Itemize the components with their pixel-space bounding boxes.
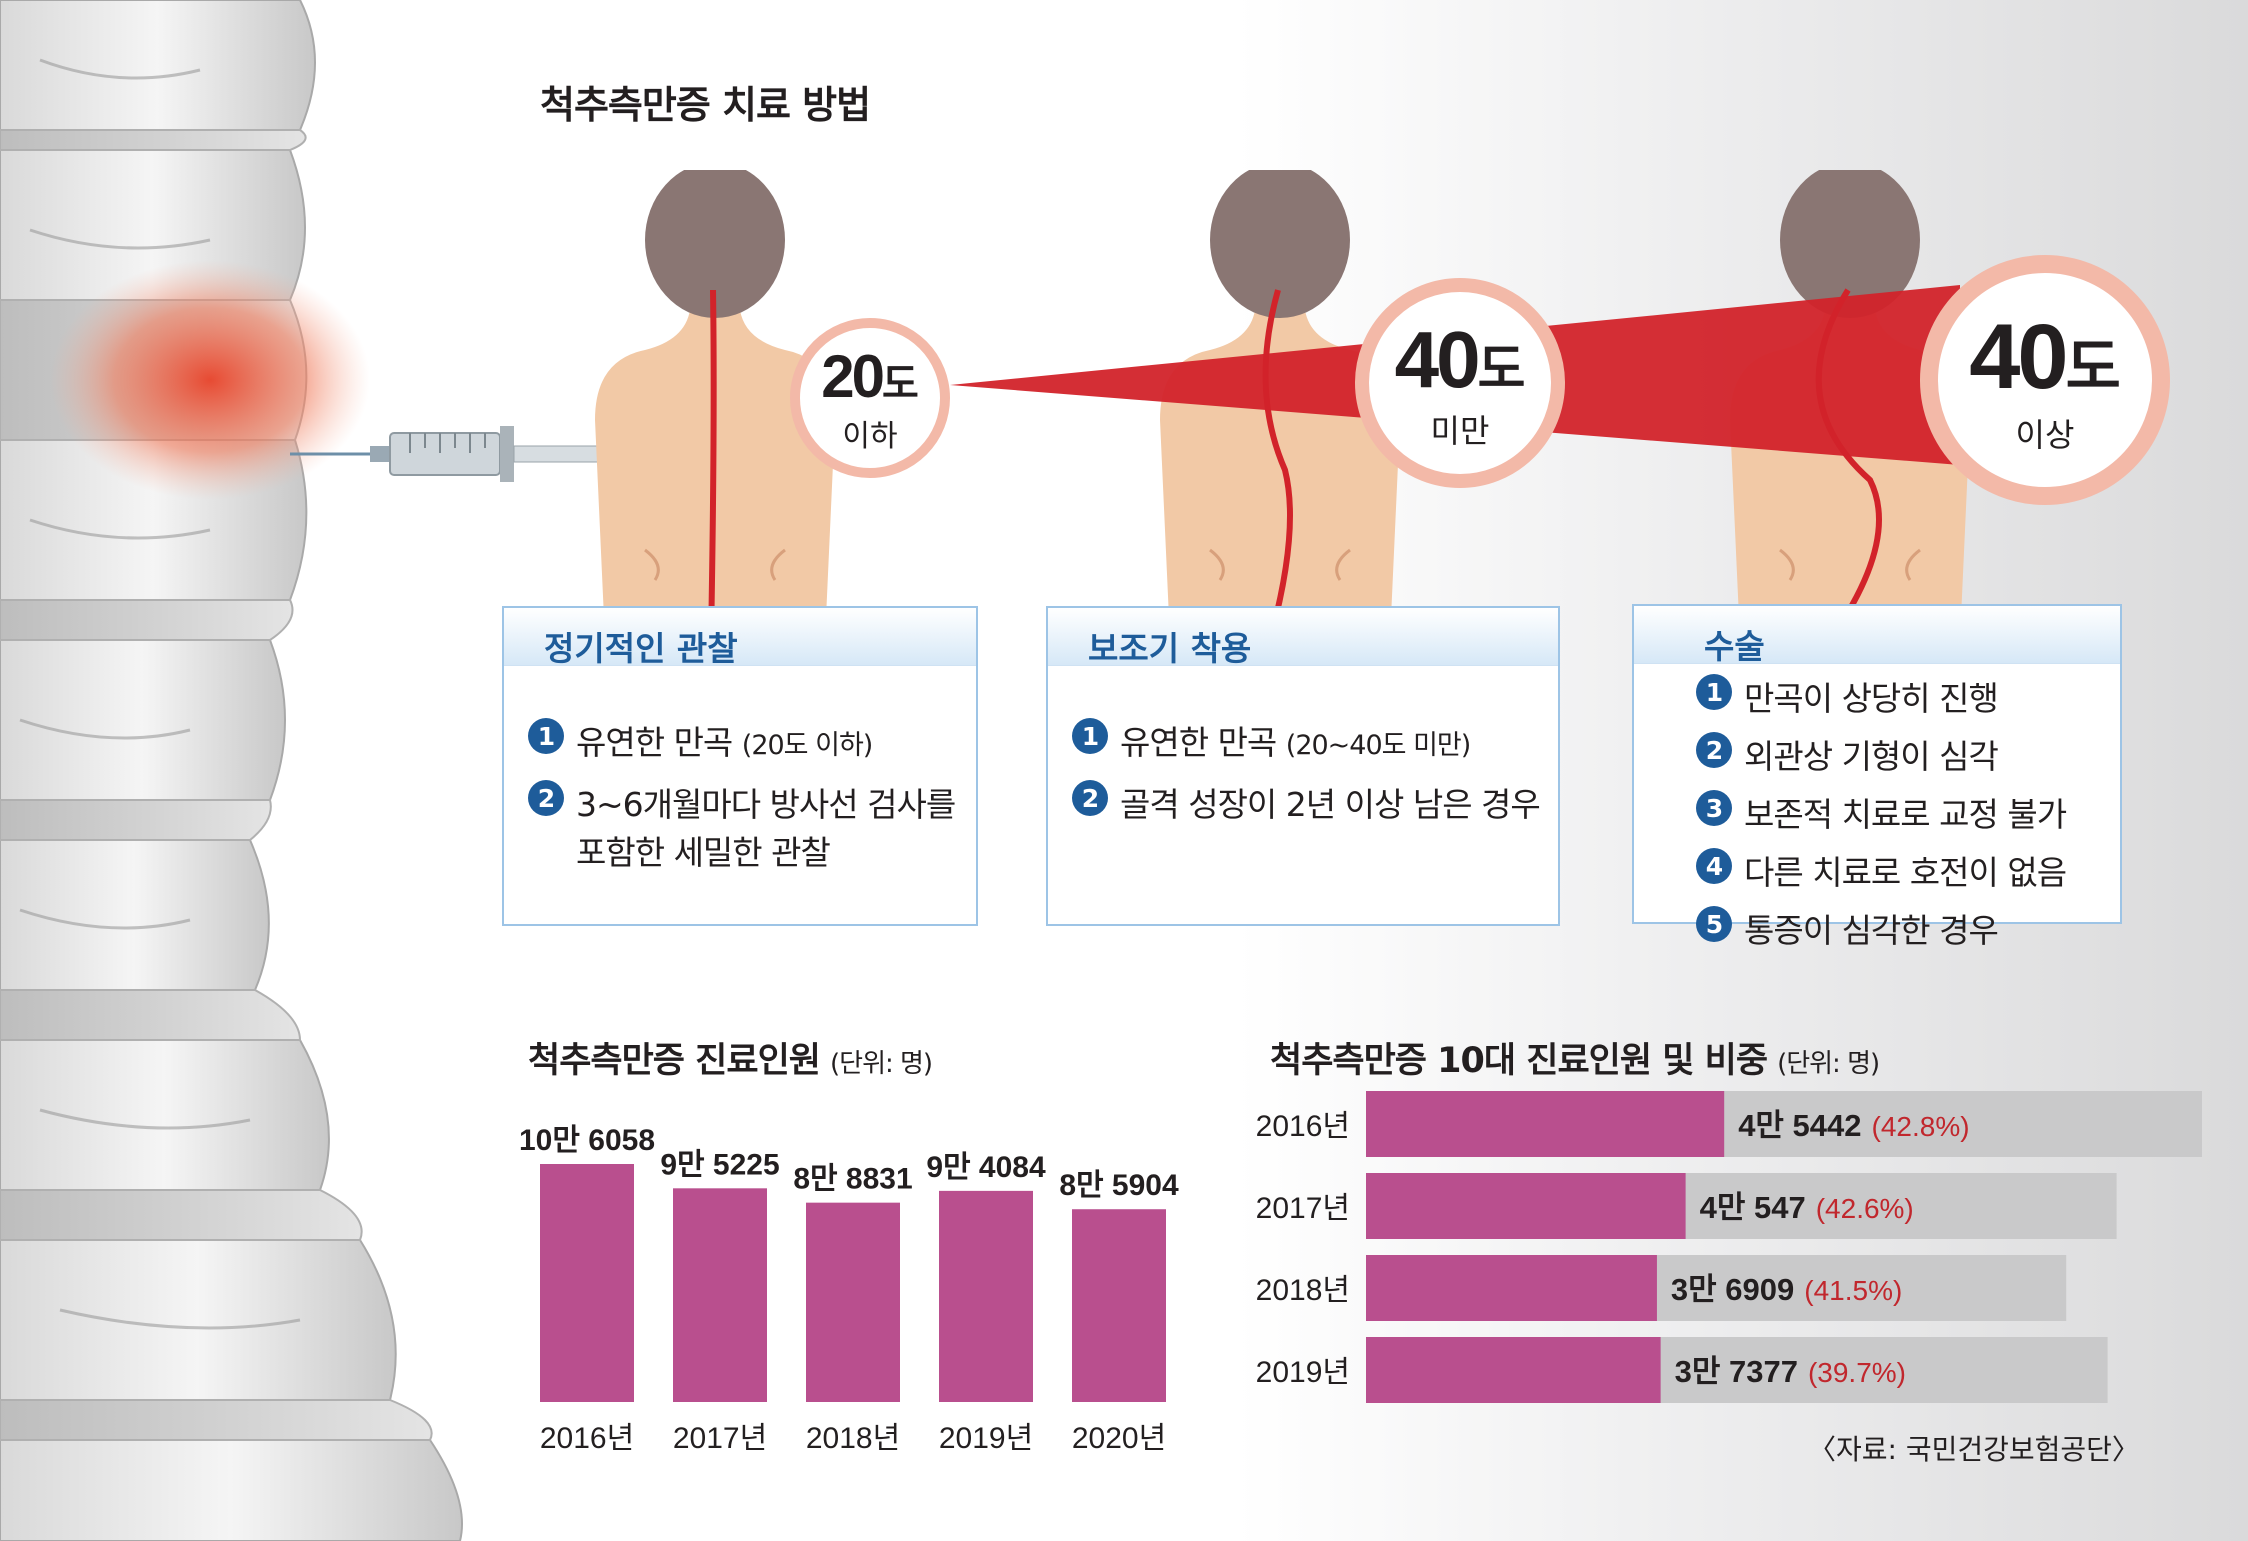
list-item: 4 다른 치료로 호전이 없음 [1696, 846, 2120, 894]
y-tick-label: 2018년 [1256, 1274, 1350, 1307]
bar-value-label: 3만 6909 [1671, 1272, 1794, 1307]
x-tick-label: 2017년 [673, 1422, 767, 1455]
bar [540, 1164, 634, 1402]
bar-teen [1366, 1255, 1657, 1321]
bar-value-label: 9만 4084 [926, 1151, 1046, 1184]
chart2-title: 척추측만증 10대 진료인원 및 비중 (단위: 명) [1270, 1041, 1880, 1081]
list-item: 5 통증이 심각한 경우 [1696, 904, 2120, 952]
list-item: 2 골격 성장이 2년 이상 남은 경우 [1072, 778, 1558, 826]
bar [1072, 1209, 1166, 1402]
bar-percent-label: (39.7%) [1808, 1357, 1906, 1388]
list-item: 3 보존적 치료로 교정 불가 [1696, 788, 2120, 836]
bar-value-label: 3만 7377 [1675, 1354, 1798, 1389]
bar-teen [1366, 1337, 1661, 1403]
chart1-title: 척추측만증 진료인원 (단위: 명) [528, 1041, 933, 1081]
box-observation-title: 정기적인 관찰 [504, 608, 976, 668]
spine-illustration [0, 0, 463, 1541]
bar-value-label: 8만 5904 [1059, 1169, 1179, 1202]
box-observation: 정기적인 관찰 1 유연한 만곡 (20도 이하) 2 3~6개월마다 방사선 … [502, 606, 978, 926]
list-item: 1 유연한 만곡 (20~40도 미만) [1072, 716, 1558, 764]
y-tick-label: 2019년 [1256, 1356, 1350, 1389]
list-item: 1 만곡이 상당히 진행 [1696, 672, 2120, 720]
box-brace: 보조기 착용 1 유연한 만곡 (20~40도 미만) 2 골격 성장이 2년 … [1046, 606, 1560, 926]
x-tick-label: 2016년 [540, 1422, 634, 1455]
y-tick-label: 2016년 [1256, 1110, 1350, 1143]
list-item: 2 외관상 기형이 심각 [1696, 730, 2120, 778]
bar [939, 1190, 1033, 1402]
y-tick-label: 2017년 [1256, 1192, 1350, 1225]
box-surgery: 수술 1 만곡이 상당히 진행 2 외관상 기형이 심각 3 보존적 치료로 교정 불… [1632, 604, 2122, 950]
list-item: 1 유연한 만곡 (20도 이하) [528, 716, 976, 764]
bar-value-label: 4만 5442 [1738, 1108, 1861, 1143]
degree-circle-40-under: 40 도 미만 [1355, 278, 1565, 488]
list-item: 2 3~6개월마다 방사선 검사를 포함한 세밀한 관찰 [528, 778, 976, 874]
x-tick-label: 2019년 [939, 1422, 1033, 1455]
bar-value-label: 10만 6058 [519, 1124, 655, 1157]
main-title: 척추측만증 치료 방법 [540, 83, 871, 127]
bar [673, 1188, 767, 1402]
bar-value-label: 4만 547 [1700, 1190, 1806, 1225]
source-note: 〈자료: 국민건강보험공단〉 [1808, 1433, 2140, 1466]
x-tick-label: 2018년 [806, 1422, 900, 1455]
syringe-icon [290, 426, 618, 482]
bar-percent-label: (42.6%) [1816, 1193, 1914, 1224]
bar-value-label: 8만 8831 [793, 1163, 912, 1196]
box-surgery-title: 수술 [1634, 606, 2120, 666]
degree-circle-20: 20 도 이하 [790, 318, 950, 478]
bar-teen [1366, 1173, 1686, 1239]
x-tick-label: 2020년 [1072, 1422, 1166, 1455]
bar [806, 1202, 900, 1402]
box-brace-title: 보조기 착용 [1048, 608, 1558, 668]
bar-value-label: 9만 5225 [660, 1148, 779, 1181]
figure-back-1 [595, 170, 835, 640]
bar-percent-label: (41.5%) [1804, 1275, 1902, 1306]
bar-percent-label: (42.8%) [1872, 1111, 1970, 1142]
bar-teen [1366, 1091, 1725, 1157]
